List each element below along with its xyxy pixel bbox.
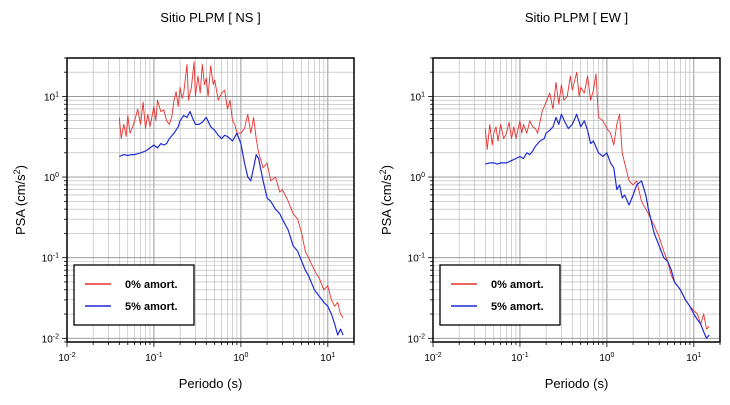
x-tick-label-base: 10 (58, 353, 70, 364)
chart-title: Sitio PLPM [ NS ] (160, 10, 260, 25)
y-tick-label: 10-2 (42, 333, 59, 345)
y-tick-label-base: 10 (44, 173, 56, 184)
y-tick-label-base: 10 (42, 334, 54, 345)
series-group (484, 71, 710, 339)
series-group (118, 61, 344, 336)
ticks (62, 57, 355, 347)
series-line-0pct-amort (118, 61, 344, 318)
x-tick-label-base: 10 (511, 353, 523, 364)
x-tick-label: 101 (320, 352, 335, 364)
chart-title: Sitio PLPM [ EW ] (525, 10, 628, 25)
y-tick-label-base: 10 (408, 254, 420, 265)
legend: 0% amort. 5% amort. (439, 264, 561, 326)
legend-box (73, 264, 195, 326)
y-axis-label-superscript: 2 (12, 169, 22, 174)
y-axis-label: PSA (cm/s2) (378, 165, 394, 235)
y-tick-label: 100 (410, 172, 425, 184)
y-tick-label: 10-2 (408, 333, 425, 345)
y-axis-label-end: ) (379, 165, 394, 169)
x-tick-label-base: 10 (424, 353, 436, 364)
x-tick-label-exponent: -2 (69, 352, 75, 359)
series-line-5pct-amort (485, 113, 710, 339)
x-tick-label-exponent: -1 (522, 352, 528, 359)
y-tick-label: 101 (44, 91, 59, 103)
x-axis-label: Periodo (s) (179, 376, 243, 391)
y-tick-label: 100 (44, 172, 59, 184)
x-tick-label-exponent: 0 (610, 352, 614, 359)
x-tick-label: 10-2 (424, 352, 441, 364)
x-tick-label: 101 (686, 352, 701, 364)
x-tick-label: 10-1 (145, 352, 162, 364)
x-tick-label: 100 (233, 352, 248, 364)
x-tick-label: 10-1 (511, 352, 528, 364)
y-axis-label-main: PSA (cm/s (13, 174, 28, 235)
x-tick-label-base: 10 (599, 353, 611, 364)
x-tick-label-base: 10 (320, 353, 332, 364)
y-tick-label-base: 10 (42, 254, 54, 265)
x-tick-label-base: 10 (686, 353, 698, 364)
x-tick-label-exponent: 1 (697, 352, 701, 359)
y-tick-label-base: 10 (410, 92, 422, 103)
y-tick-label-base: 10 (410, 173, 422, 184)
series-line-5pct-amort (119, 110, 344, 336)
y-tick-label-exponent: -2 (419, 333, 425, 340)
y-tick-label-exponent: 0 (55, 172, 59, 179)
x-tick-label-exponent: -2 (435, 352, 441, 359)
x-axis-label: Periodo (s) (545, 376, 609, 391)
y-tick-label-exponent: -2 (53, 333, 59, 340)
legend-box (439, 264, 561, 326)
y-tick-label-exponent: -1 (53, 253, 59, 260)
y-tick-label: 10-1 (408, 253, 425, 265)
legend-label: 0% amort. (125, 279, 178, 291)
x-tick-label: 100 (599, 352, 614, 364)
y-tick-label-exponent: 0 (421, 172, 425, 179)
series-line-0pct-amort (484, 71, 710, 330)
y-tick-label-exponent: 1 (421, 91, 425, 98)
ticks (428, 57, 721, 347)
y-tick-label: 10-1 (42, 253, 59, 265)
y-axis-label: PSA (cm/s2) (12, 165, 28, 235)
y-axis-label-end: ) (13, 165, 28, 169)
legend-label: 0% amort. (491, 279, 544, 291)
x-tick-label: 10-2 (58, 352, 75, 364)
legend-label: 5% amort. (125, 301, 178, 313)
x-tick-label-base: 10 (145, 353, 157, 364)
x-tick-label-base: 10 (233, 353, 245, 364)
y-tick-label-base: 10 (408, 334, 420, 345)
y-tick-label-exponent: 1 (55, 91, 59, 98)
y-axis-label-superscript: 2 (378, 169, 388, 174)
x-tick-label-exponent: 1 (331, 352, 335, 359)
gridlines (66, 57, 355, 343)
y-tick-label-exponent: -1 (419, 253, 425, 260)
x-tick-label-exponent: 0 (244, 352, 248, 359)
legend: 0% amort. 5% amort. (73, 264, 195, 326)
x-tick-label-exponent: -1 (156, 352, 162, 359)
plot-frame (432, 57, 721, 343)
y-axis-label-main: PSA (cm/s (379, 174, 394, 235)
y-tick-label-base: 10 (44, 92, 56, 103)
legend-label: 5% amort. (491, 301, 544, 313)
plot-frame (66, 57, 355, 343)
y-tick-label: 101 (410, 91, 425, 103)
